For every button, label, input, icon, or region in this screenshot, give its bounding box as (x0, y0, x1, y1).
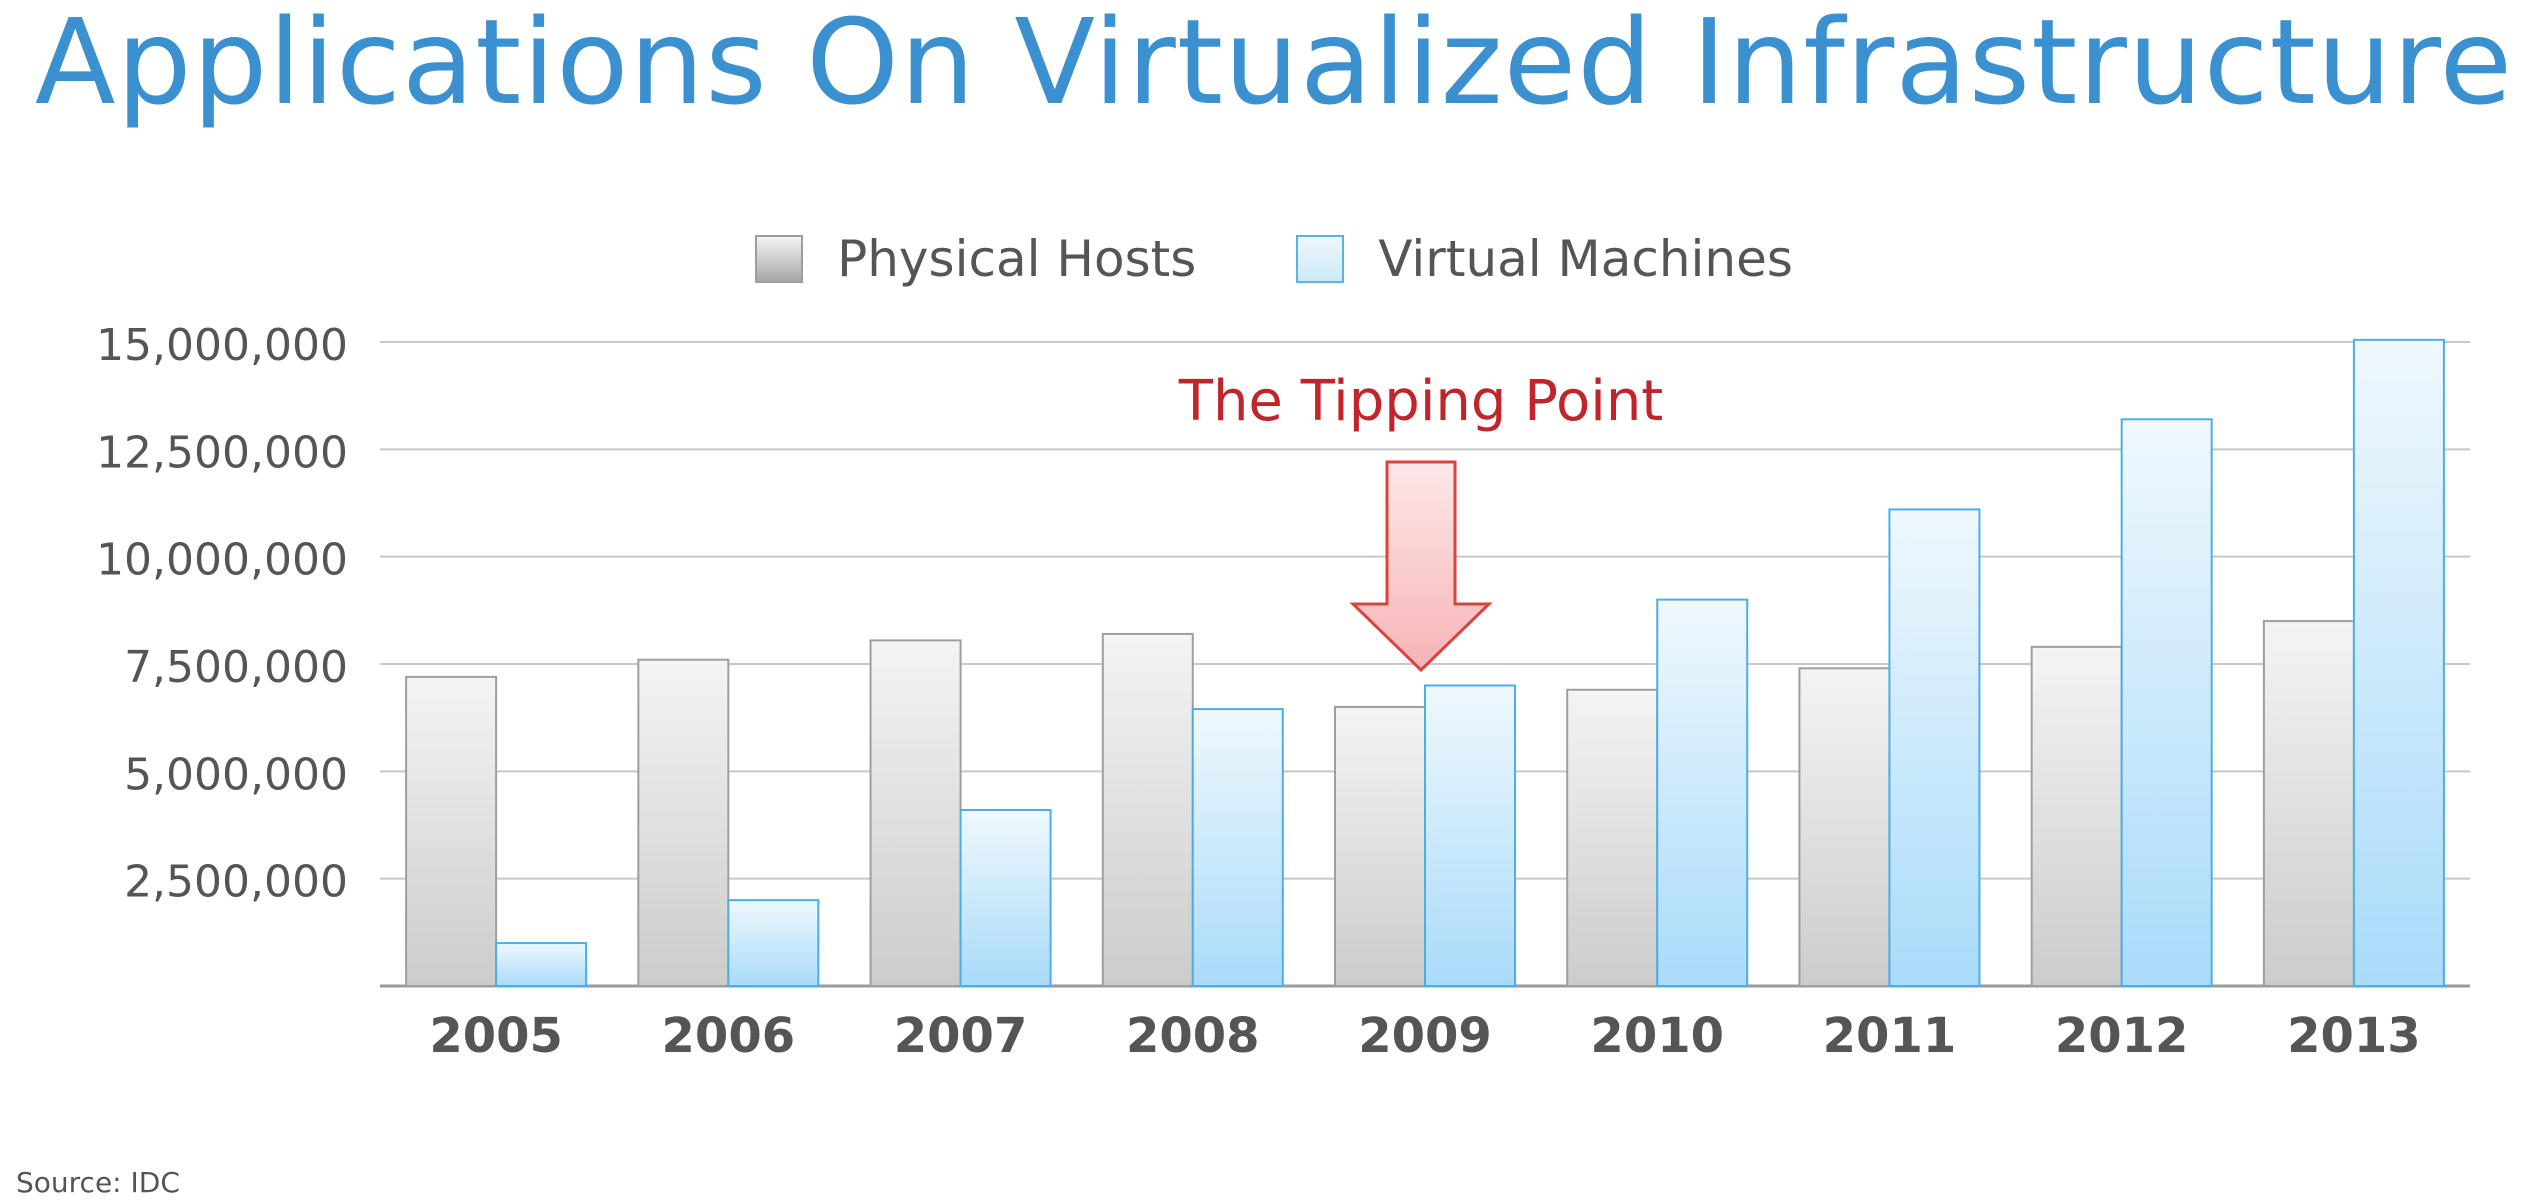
x-tick-label: 2008 (1126, 1008, 1260, 1064)
bar-virtual-machines-2012 (2120, 418, 2213, 987)
bar-physical-hosts-2005 (405, 675, 498, 987)
x-tick-label: 2011 (1823, 1008, 1957, 1064)
bar-virtual-machines-2009 (1424, 684, 1516, 987)
source-note: Source: IDC (16, 1166, 180, 1199)
chart-legend: Physical Hosts Virtual Machines (0, 230, 2548, 288)
bar-physical-hosts-2007 (869, 639, 962, 987)
x-tick-label: 2013 (2287, 1008, 2421, 1064)
bar-virtual-machines-2011 (1888, 508, 1981, 987)
gray-gradient-swatch-icon (755, 235, 804, 283)
page-title: Applications On Virtualized Infrastructu… (34, 0, 2514, 131)
annotation-tipping-point: The Tipping Point (1178, 369, 1664, 434)
bar-virtual-machines-2013 (2352, 338, 2445, 987)
y-tick-label: 15,000,000 (96, 320, 348, 371)
bar-physical-hosts-2006 (637, 658, 730, 987)
blue-gradient-swatch-icon (1296, 235, 1345, 283)
annotation-layer: The Tipping Point (1178, 369, 1664, 673)
x-tick-label: 2005 (429, 1008, 563, 1064)
x-tick-label: 2010 (1590, 1008, 1724, 1064)
y-tick-label: 12,500,000 (96, 427, 348, 478)
x-tick-label: 2009 (1358, 1008, 1492, 1064)
x-tick-label: 2006 (662, 1008, 796, 1064)
bar-physical-hosts-2009 (1334, 705, 1426, 988)
bar-layer (405, 338, 2445, 988)
bar-virtual-machines-2006 (727, 899, 820, 988)
bar-physical-hosts-2010 (1566, 688, 1659, 987)
legend-item-virtual-machines: Virtual Machines (1296, 230, 1793, 288)
y-tick-label: 2,500,000 (124, 857, 348, 908)
x-tick-label: 2007 (894, 1008, 1028, 1064)
x-tick-label: 2012 (2055, 1008, 2189, 1064)
legend-item-physical-hosts: Physical Hosts (755, 230, 1196, 288)
bar-physical-hosts-2012 (2030, 645, 2123, 987)
y-tick-label: 10,000,000 (96, 535, 348, 586)
bar-virtual-machines-2008 (1191, 708, 1284, 988)
bar-physical-hosts-2011 (1798, 667, 1891, 987)
label-layer: 2,500,000 5,000,000 7,500,000 10,000,000 12,… (96, 320, 2421, 1064)
bar-physical-hosts-2013 (2262, 620, 2355, 987)
bar-physical-hosts-2008 (1101, 632, 1194, 987)
y-tick-label: 5,000,000 (124, 749, 348, 800)
bar-virtual-machines-2005 (495, 942, 588, 987)
legend-label-physical-hosts: Physical Hosts (837, 230, 1197, 288)
legend-label-virtual-machines: Virtual Machines (1378, 230, 1793, 288)
bar-virtual-machines-2007 (959, 808, 1052, 987)
y-tick-label: 7,500,000 (124, 642, 348, 693)
bar-virtual-machines-2010 (1656, 598, 1749, 987)
down-arrow-icon (1349, 460, 1493, 673)
